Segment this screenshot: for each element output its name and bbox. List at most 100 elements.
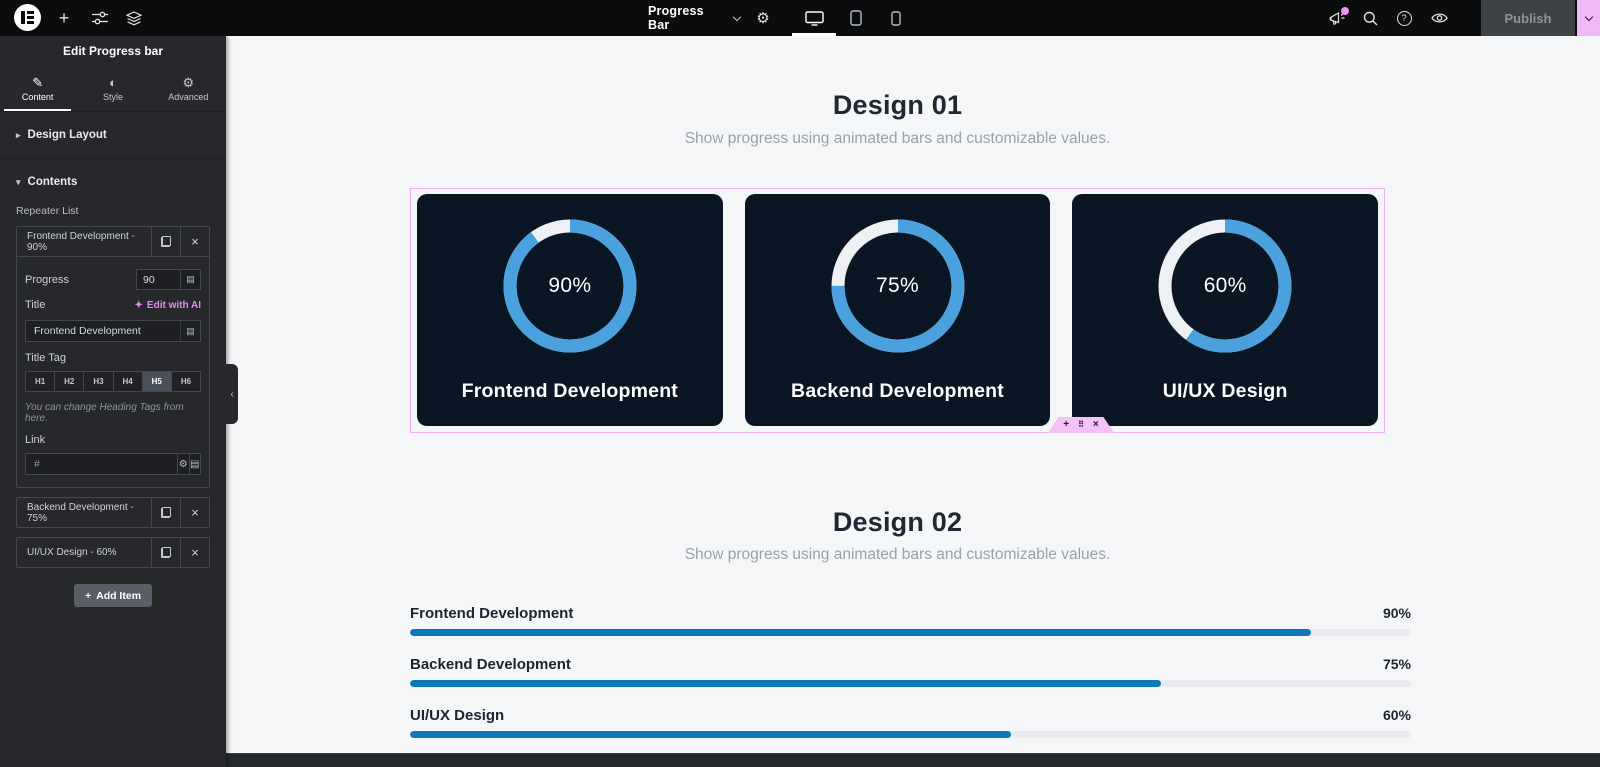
design01-title: Design 01 [832, 90, 963, 120]
bar-label: Frontend Development [410, 605, 574, 622]
title-label: Title [25, 299, 46, 311]
edit-with-ai-button[interactable]: ✦ Edit with AI [134, 299, 201, 311]
structure-layers-icon[interactable] [122, 0, 146, 36]
arrow-down-icon: ▾ [16, 176, 21, 187]
dynamic-tags-icon[interactable]: ▤ [180, 269, 201, 290]
chevron-down-icon [732, 12, 742, 21]
repeater-item-2: Backend Development - 75% × [16, 497, 210, 528]
card-title: Backend Development [791, 380, 1004, 402]
close-icon: × [191, 234, 199, 249]
add-widget-icon[interactable]: + [1063, 419, 1070, 430]
ring-percent-label: 75% [876, 274, 919, 297]
editor-panel: Edit Progress bar ✎ Content ◐ Style ⚙ Ad… [0, 36, 226, 767]
page-settings-gear-icon[interactable]: ⚙ [756, 10, 770, 27]
repeater-item-header[interactable]: Frontend Development - 90% × [17, 227, 209, 256]
section-design-layout[interactable]: ▸ Design Layout [0, 112, 226, 159]
elementor-logo[interactable] [14, 4, 41, 31]
finder-search-icon[interactable] [1356, 0, 1384, 36]
active-device-underline [792, 33, 836, 36]
device-mobile-button[interactable] [876, 0, 916, 36]
site-settings-sliders-icon[interactable] [88, 0, 112, 36]
add-item-button[interactable]: + Add Item [74, 584, 152, 607]
tab-content[interactable]: ✎ Content [0, 66, 75, 111]
add-element-button[interactable]: + [58, 7, 70, 28]
tag-h1-button[interactable]: H1 [25, 371, 56, 392]
publish-button[interactable]: Publish [1481, 0, 1575, 36]
current-widget-dropdown[interactable]: Progress Bar [648, 0, 742, 36]
progress-card-uiux[interactable]: 60% UI/UX Design [1072, 194, 1379, 426]
delete-widget-icon[interactable]: × [1092, 419, 1099, 430]
repeater-item-header[interactable]: UI/UX Design - 60% × [17, 538, 209, 567]
title-tag-label: Title Tag [25, 352, 66, 364]
progress-card-frontend[interactable]: 90% Frontend Development [417, 194, 723, 426]
arrow-right-icon: ▸ [16, 129, 21, 140]
tag-h6-button[interactable]: H6 [171, 371, 202, 392]
duplicate-item-button[interactable] [151, 498, 180, 527]
link-options-gear-icon[interactable]: ⚙ [178, 453, 190, 475]
remove-item-button[interactable]: × [180, 498, 209, 527]
drag-handle-icon[interactable]: ⠿ [1078, 420, 1084, 429]
heading-tag-note: You can change Heading Tags from here. [25, 402, 184, 424]
bar-percent-label: 60% [1382, 707, 1411, 723]
link-input[interactable] [25, 453, 178, 475]
repeater-item-body: Progress ▤ Title ✦ Edit with AI ▤ Title … [17, 256, 209, 487]
progress-ring: 75% [831, 219, 965, 353]
ring-fill [1158, 219, 1292, 353]
tag-h4-button[interactable]: H4 [113, 371, 143, 392]
tag-h3-button[interactable]: H3 [84, 371, 114, 392]
progress-circles-section[interactable]: 90% Frontend Development 75% Backend Dev… [410, 188, 1385, 433]
preview-eye-icon[interactable] [1424, 0, 1454, 36]
progress-ring: 90% [503, 219, 637, 353]
device-tablet-button[interactable] [836, 0, 876, 36]
tab-style[interactable]: ◐ Style [102, 74, 123, 102]
remove-item-button[interactable]: × [180, 227, 209, 256]
pencil-icon: ✎ [32, 74, 44, 90]
repeater-list-label: Repeater List [16, 205, 79, 217]
plus-icon: + [84, 589, 92, 602]
duplicate-item-button[interactable] [151, 538, 180, 567]
remove-item-button[interactable]: × [180, 538, 209, 567]
device-desktop-button[interactable] [792, 0, 836, 36]
bar-track [410, 731, 1411, 738]
link-label: Link [25, 434, 46, 446]
copy-icon [161, 507, 171, 518]
design02-subtitle: Show progress using animated bars and cu… [684, 546, 1111, 563]
help-icon[interactable]: ? [1390, 0, 1418, 36]
title-input[interactable] [25, 320, 201, 342]
ring-percent-label: 90% [548, 274, 592, 297]
chevron-down-icon [1584, 12, 1593, 21]
bar-label: UI/UX Design [410, 707, 505, 724]
question-mark-glyph: ? [1396, 10, 1412, 26]
element-edit-toolbar: + ⠿ × [1048, 417, 1114, 433]
section-contents[interactable]: ▾ Contents [16, 176, 78, 188]
design02-title: Design 02 [832, 507, 963, 537]
bar-percent-label: 75% [1382, 656, 1411, 672]
progress-card-backend[interactable]: 75% Backend Development [744, 194, 1051, 426]
close-icon: × [191, 545, 199, 560]
tab-advanced[interactable]: ⚙ Advanced [168, 74, 209, 102]
tag-h2-button[interactable]: H2 [55, 371, 85, 392]
dynamic-tags-icon[interactable]: ▤ [180, 321, 200, 341]
progress-bar-row-frontend: Frontend Development 90% [410, 605, 1411, 636]
bar-percent-label: 90% [1382, 605, 1411, 621]
progress-input[interactable] [136, 269, 180, 290]
panel-collapse-handle[interactable]: ‹ [226, 364, 238, 424]
editor-top-bar: + Progress Bar ⚙ [0, 0, 1600, 36]
progress-bars-section[interactable]: Frontend Development 90% Backend Develop… [410, 605, 1411, 758]
copy-icon [161, 236, 171, 247]
whats-new-megaphone-icon[interactable] [1322, 0, 1352, 36]
card-title: UI/UX Design [1162, 380, 1288, 402]
publish-options-arrow-button[interactable] [1577, 0, 1600, 36]
bar-label: Backend Development [410, 656, 571, 673]
elementor-logo-glyph [21, 11, 34, 24]
tag-h5-button[interactable]: H5 [142, 371, 172, 392]
title-tag-group: H1 H2 H3 H4 H5 H6 [25, 371, 202, 392]
repeater-item-1: Frontend Development - 90% × Progress ▤ … [16, 226, 210, 488]
gear-icon: ⚙ [182, 74, 195, 90]
progress-bar-row-uiux: UI/UX Design 60% [410, 707, 1411, 738]
dynamic-tags-icon[interactable]: ▤ [189, 453, 201, 475]
repeater-item-header[interactable]: Backend Development - 75% × [17, 498, 209, 527]
duplicate-item-button[interactable] [151, 227, 180, 256]
copy-icon [161, 547, 171, 558]
close-icon: × [191, 505, 199, 520]
